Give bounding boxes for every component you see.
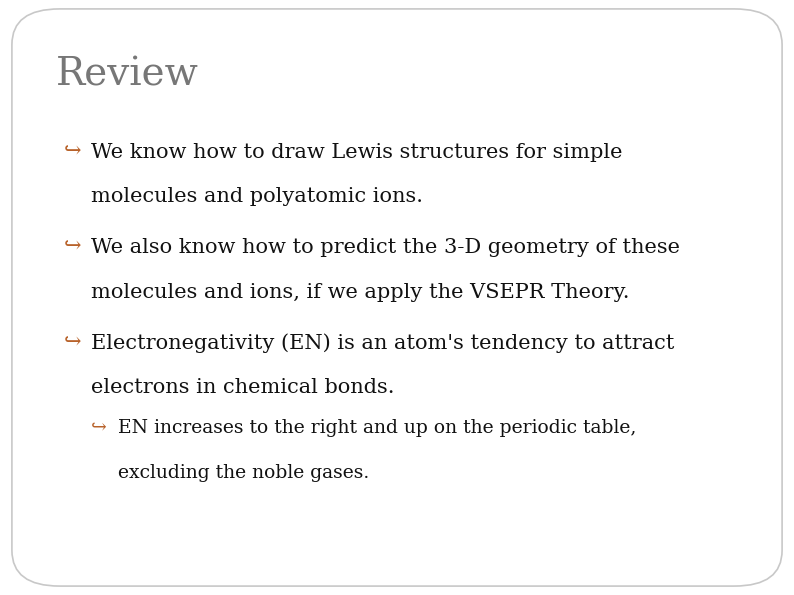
Text: excluding the noble gases.: excluding the noble gases. [118,464,368,482]
Text: ↪: ↪ [64,333,81,352]
Text: We know how to draw Lewis structures for simple: We know how to draw Lewis structures for… [91,143,622,162]
Text: EN increases to the right and up on the periodic table,: EN increases to the right and up on the … [118,419,636,437]
Text: Electronegativity (EN) is an atom's tendency to attract: Electronegativity (EN) is an atom's tend… [91,333,675,353]
Text: electrons in chemical bonds.: electrons in chemical bonds. [91,378,395,397]
Text: ↪: ↪ [91,419,107,437]
Text: molecules and polyatomic ions.: molecules and polyatomic ions. [91,187,423,206]
Text: We also know how to predict the 3-D geometry of these: We also know how to predict the 3-D geom… [91,238,680,257]
FancyBboxPatch shape [12,9,782,586]
Text: molecules and ions, if we apply the VSEPR Theory.: molecules and ions, if we apply the VSEP… [91,283,630,302]
Text: ↪: ↪ [64,143,81,162]
Text: Review: Review [56,57,198,93]
Text: ↪: ↪ [64,238,81,257]
